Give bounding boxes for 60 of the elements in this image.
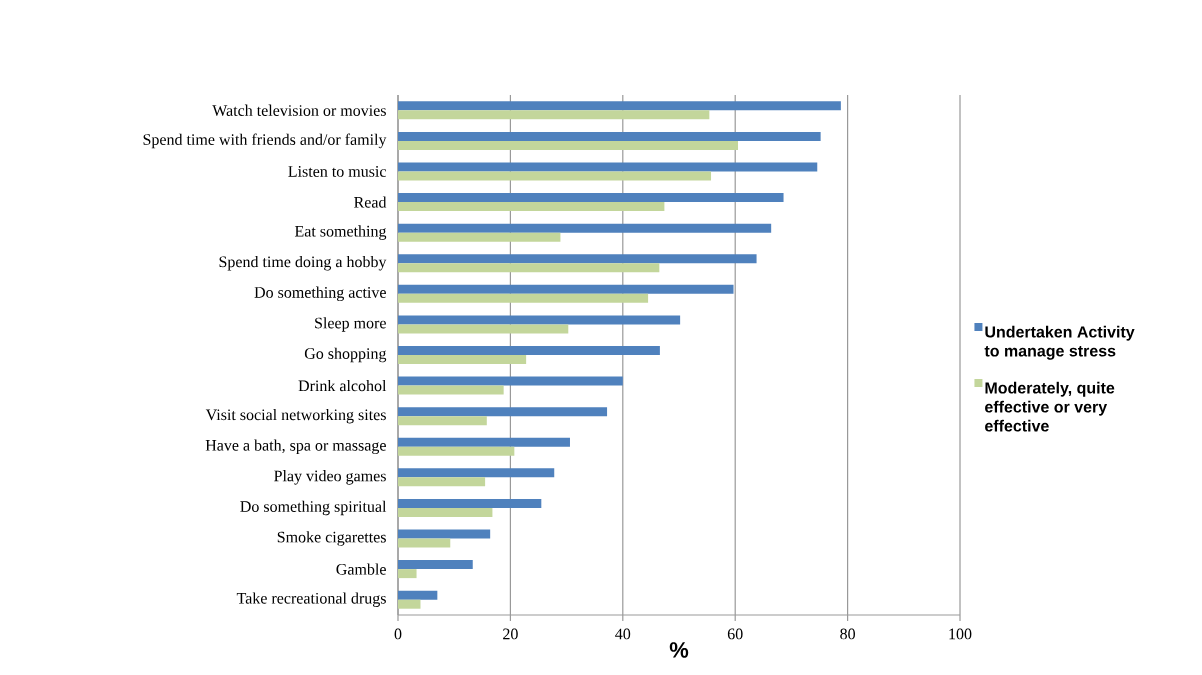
y-tick-label: Go shopping (304, 347, 387, 363)
bar (398, 468, 555, 478)
y-tick-label: Visit social networking sites (205, 408, 386, 424)
bar (398, 355, 527, 364)
bar (398, 560, 473, 570)
bar (398, 263, 660, 273)
x-tick-label: 0 (394, 628, 402, 640)
bar (398, 324, 569, 334)
bar (398, 569, 417, 579)
bar (398, 416, 487, 426)
legend-label: Undertaken Activity to manage stress (984, 325, 1135, 360)
y-tick-label: Smoke cigarettes (277, 531, 386, 546)
bar (398, 437, 570, 447)
bar (398, 477, 486, 487)
bar (398, 529, 491, 539)
bar (398, 315, 681, 325)
bar (398, 110, 710, 120)
bar (398, 407, 608, 417)
bar (398, 284, 734, 294)
bar (398, 140, 739, 150)
bar (398, 346, 660, 355)
bar (398, 507, 493, 517)
bar (398, 446, 515, 456)
bar (398, 193, 784, 203)
y-tick-label: Read (354, 196, 387, 208)
y-tick-label: Sleep more (315, 317, 386, 332)
bar (398, 385, 504, 395)
bar (398, 223, 772, 233)
y-tick-label: Spend time with friends and/or family (143, 133, 387, 149)
bar (398, 162, 818, 172)
y-tick-label: Eat something (294, 225, 387, 240)
y-tick-label: Do something spiritual (240, 500, 387, 516)
x-tick-label: 60 (727, 628, 743, 640)
bar (398, 590, 438, 600)
y-tick-label: Listen to music (288, 166, 386, 177)
x-tick-label: 100 (949, 628, 972, 640)
bar (398, 538, 451, 548)
y-tick-label: Play video games (274, 470, 386, 485)
bar (398, 254, 757, 264)
y-tick-label: Gamble (336, 563, 386, 575)
y-tick-label: Spend time doing a hobby (219, 255, 387, 271)
bar (398, 101, 841, 111)
bar (398, 599, 421, 609)
x-axis-title: % (669, 642, 689, 658)
x-tick-label: 40 (615, 628, 631, 640)
bar (398, 376, 623, 386)
bar (398, 293, 649, 303)
x-tick-label: 20 (503, 628, 518, 640)
bar (398, 171, 712, 181)
legend-label: Moderately, quite effective or very effective (985, 381, 1115, 432)
y-tick-label: Drink alcohol (298, 379, 387, 392)
y-tick-label: Take recreational drugs (236, 592, 386, 607)
bar (398, 202, 665, 212)
bar (398, 498, 542, 508)
y-tick-label: Have a bath, spa or massage (205, 439, 386, 455)
bar (398, 131, 821, 141)
y-tick-label: Do something active (254, 286, 386, 302)
y-tick-label: Watch television or movies (212, 104, 386, 116)
x-tick-label: 80 (840, 628, 855, 640)
bar (398, 232, 561, 242)
